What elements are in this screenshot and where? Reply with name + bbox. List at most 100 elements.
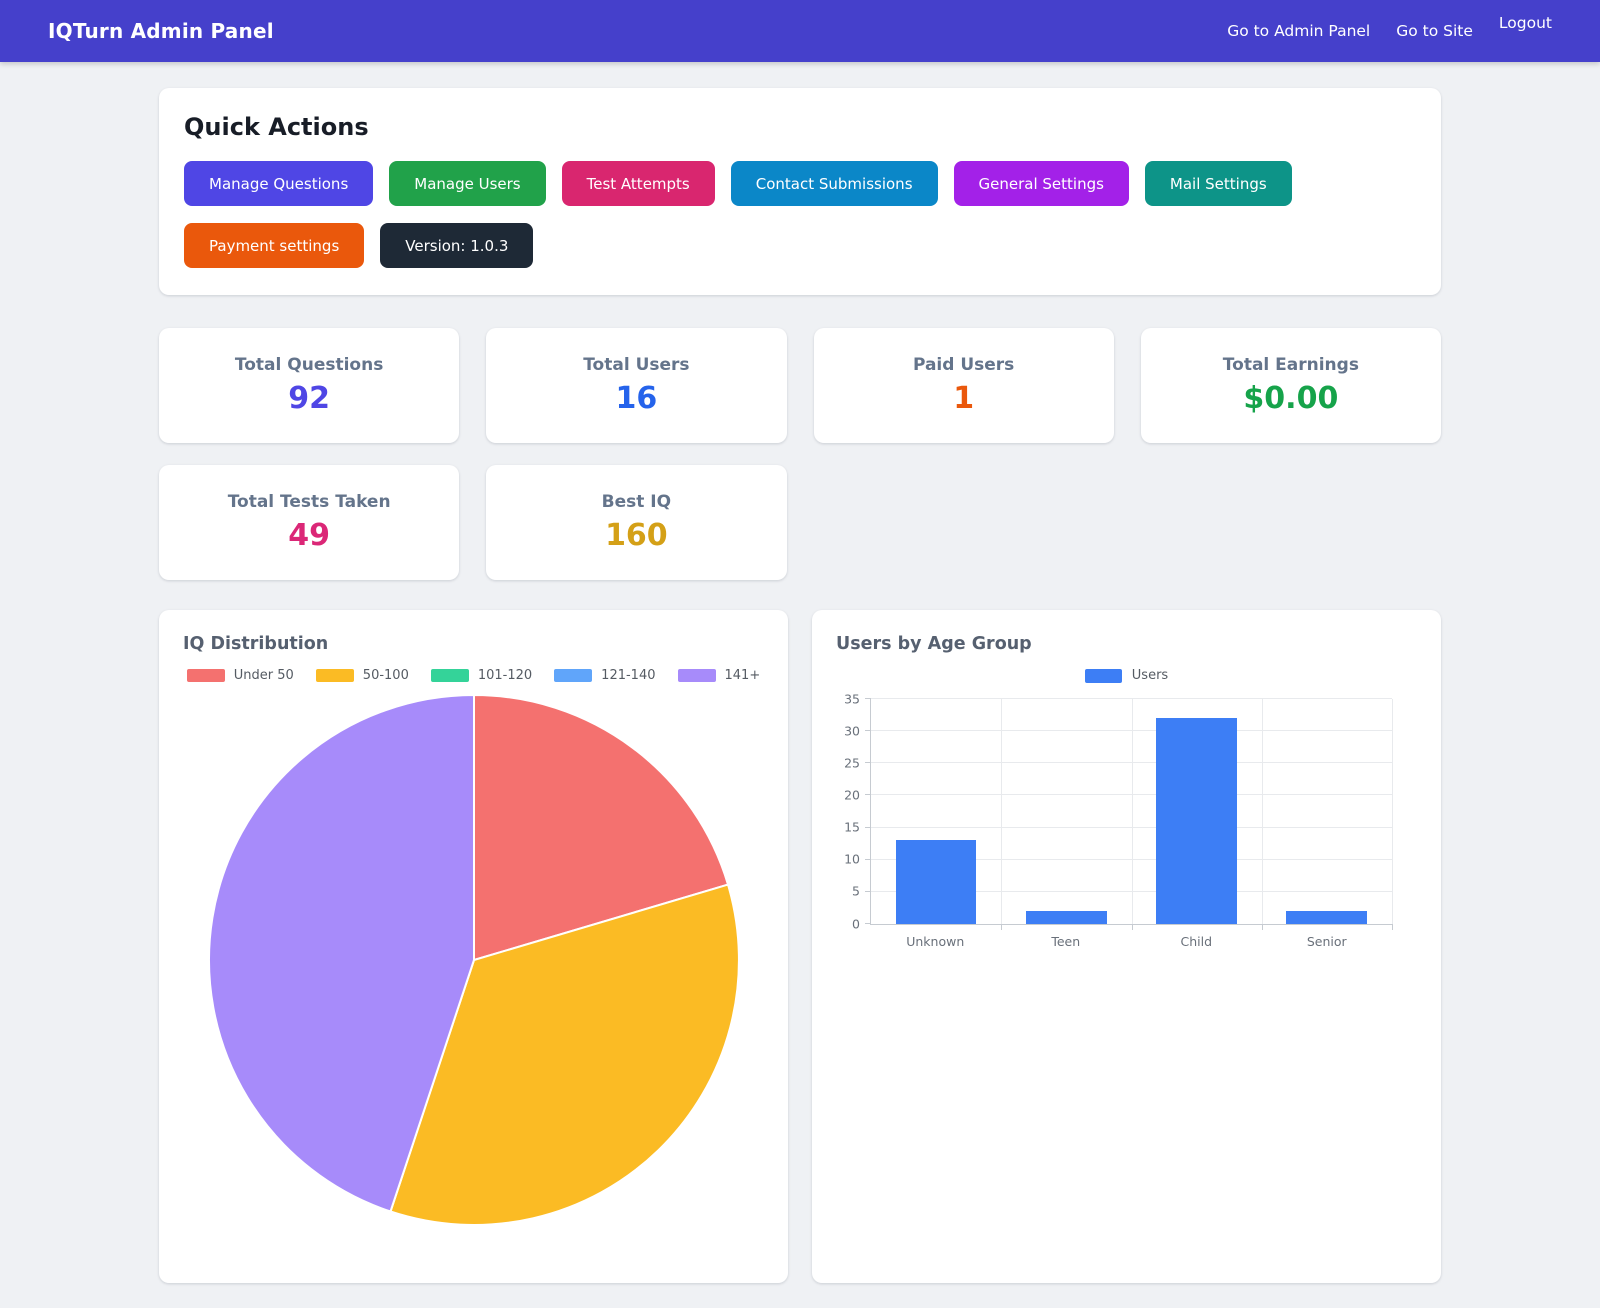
contact-submissions-button[interactable]: Contact Submissions [730, 161, 938, 206]
legend-swatch [554, 669, 593, 682]
navbar-links: Go to Admin Panel Go to Site Logout [1227, 14, 1552, 40]
legend-label: 50-100 [362, 668, 409, 683]
y-axis-tick [865, 923, 871, 924]
y-axis-label: 0 [852, 915, 860, 931]
pie-legend-item[interactable]: 141+ [677, 668, 761, 683]
pie-slice-under-50 [472, 693, 729, 962]
pie-legend-item[interactable]: 121-140 [554, 668, 656, 683]
y-axis-tick [865, 858, 871, 860]
stat-label: Total Users [583, 355, 690, 375]
bar-senior [1286, 911, 1368, 924]
y-axis-tick [865, 730, 871, 732]
bar-legend[interactable]: Users [836, 668, 1417, 683]
legend-label: 141+ [724, 668, 761, 683]
stat-card-total-earnings: Total Earnings $0.00 [1140, 328, 1441, 443]
x-axis-tick [1001, 924, 1003, 930]
legend-swatch [186, 669, 225, 682]
y-axis-label: 5 [852, 883, 860, 899]
navbar: IQTurn Admin Panel Go to Admin Panel Go … [0, 0, 1600, 62]
stat-value: $0.00 [1243, 381, 1339, 416]
y-axis-tick [865, 762, 871, 764]
stat-label: Total Questions [234, 355, 384, 375]
app-title: IQTurn Admin Panel [48, 19, 274, 43]
quick-actions-row-1: Manage Questions Manage Users Test Attem… [184, 161, 1416, 206]
legend-label: 121-140 [601, 668, 656, 683]
gridline-v [1001, 699, 1003, 924]
pie-chart [183, 693, 764, 1227]
charts-row: IQ Distribution Under 50 50-100 101-120 121… [159, 610, 1441, 1283]
legend-swatch [430, 669, 469, 682]
y-axis-label: 25 [844, 755, 860, 771]
payment-settings-button[interactable]: Payment settings [184, 223, 365, 268]
x-axis-label: Teen [1051, 934, 1081, 949]
users-by-age-title: Users by Age Group [836, 634, 1032, 654]
pie-slice-141+ [207, 693, 475, 1213]
general-settings-button[interactable]: General Settings [953, 161, 1129, 206]
y-axis-label: 10 [844, 851, 860, 867]
stat-card-total-tests-taken: Total Tests Taken 49 [159, 465, 460, 580]
quick-actions-row-2: Payment settings Version: 1.0.3 [184, 223, 1416, 268]
stat-value: 49 [288, 518, 330, 553]
y-axis-label: 30 [844, 722, 860, 738]
bar-x-labels: Unknown Teen Child Senior [870, 934, 1392, 949]
quick-actions-title: Quick Actions [184, 113, 369, 141]
iq-distribution-card: IQ Distribution Under 50 50-100 101-120 121… [159, 610, 788, 1283]
stat-card-total-questions: Total Questions 92 [159, 328, 460, 443]
gridline-v [1261, 699, 1263, 924]
manage-questions-button[interactable]: Manage Questions [184, 161, 374, 206]
stat-label: Best IQ [601, 492, 672, 512]
gridline-h [871, 698, 1392, 699]
y-axis-tick [865, 698, 871, 699]
stat-card-total-users: Total Users 16 [486, 328, 787, 443]
mail-settings-button[interactable]: Mail Settings [1144, 161, 1292, 206]
users-by-age-card: Users by Age Group Users 0 5 10 15 20 25 30 35 … [812, 610, 1441, 1283]
x-axis-tick [1261, 924, 1263, 930]
stats-grid: Total Questions 92 Total Users 16 Paid U… [159, 328, 1441, 580]
pie-chart-svg [207, 693, 740, 1226]
main-content: Quick Actions Manage Questions Manage Us… [159, 88, 1441, 1283]
bar-teen [1025, 911, 1107, 924]
nav-link-site[interactable]: Go to Site [1396, 22, 1473, 40]
pie-legend-item[interactable]: Under 50 [186, 668, 294, 683]
y-axis-tick [865, 890, 871, 892]
bar-child [1156, 718, 1237, 924]
manage-users-button[interactable]: Manage Users [389, 161, 546, 206]
users-legend-label: Users [1131, 668, 1169, 683]
nav-link-admin-panel[interactable]: Go to Admin Panel [1227, 22, 1371, 40]
x-axis-label: Senior [1306, 934, 1347, 949]
version-badge: Version: 1.0.3 [380, 223, 534, 268]
stat-label: Total Tests Taken [227, 492, 391, 512]
test-attempts-button[interactable]: Test Attempts [561, 161, 715, 206]
quick-actions-card: Quick Actions Manage Questions Manage Us… [159, 88, 1441, 295]
pie-legend-item[interactable]: 50-100 [315, 668, 409, 683]
y-axis-label: 15 [844, 819, 860, 835]
iq-distribution-title: IQ Distribution [183, 634, 329, 654]
stat-card-paid-users: Paid Users 1 [813, 328, 1114, 443]
bar-unknown [895, 840, 977, 924]
y-axis-label: 35 [844, 690, 860, 706]
pie-legend: Under 50 50-100 101-120 121-140 141+ [183, 668, 764, 683]
stat-label: Total Earnings [1222, 355, 1359, 375]
legend-swatch [677, 669, 716, 682]
stat-value: 92 [288, 381, 330, 416]
y-axis-tick [865, 826, 871, 828]
stat-value: 1 [953, 381, 975, 416]
x-axis-label: Child [1180, 934, 1213, 949]
users-legend-swatch [1084, 668, 1122, 683]
pie-legend-item[interactable]: 101-120 [430, 668, 533, 683]
gridline-v [1392, 699, 1393, 924]
x-axis-tick [1392, 924, 1393, 930]
stat-label: Paid Users [912, 355, 1015, 375]
nav-link-logout[interactable]: Logout [1498, 14, 1552, 32]
gridline-v [1131, 699, 1133, 924]
bar-chart: 0 5 10 15 20 25 30 35 [844, 692, 1393, 930]
y-axis-label: 20 [844, 787, 860, 803]
y-axis-tick [865, 794, 871, 796]
bar-plot-area: 0 5 10 15 20 25 30 35 [844, 692, 1393, 930]
stat-value: 16 [615, 381, 658, 416]
legend-label: 101-120 [477, 668, 533, 683]
x-axis-label: Unknown [906, 934, 965, 949]
pie-slice-50-100 [388, 883, 740, 1226]
legend-swatch [315, 669, 354, 682]
legend-label: Under 50 [233, 668, 294, 683]
